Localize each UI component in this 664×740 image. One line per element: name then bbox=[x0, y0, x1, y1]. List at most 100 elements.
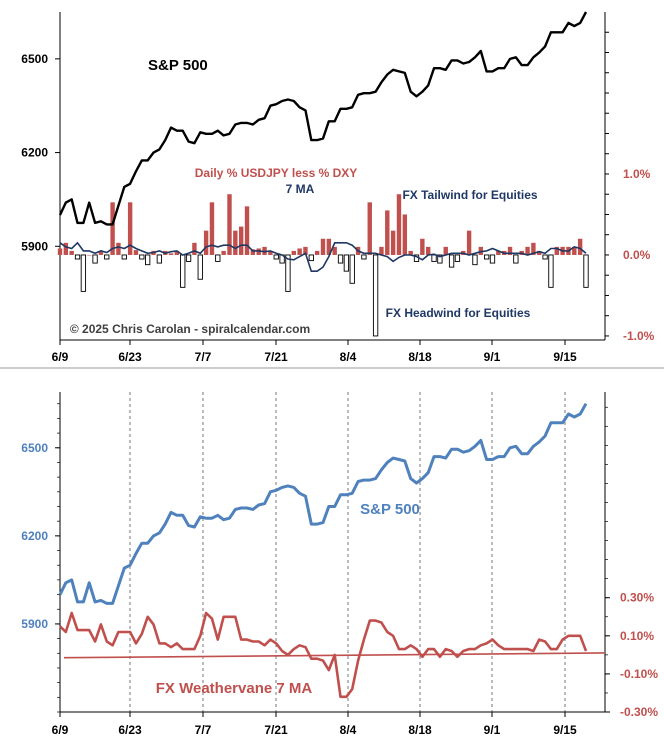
fx-bar bbox=[349, 254, 355, 284]
bottom-x-tick-label: 6/23 bbox=[118, 723, 142, 737]
top-x-tick-label: 7/21 bbox=[264, 350, 288, 364]
fx-bar bbox=[215, 254, 221, 262]
fx-bar bbox=[443, 246, 448, 255]
fx-bar bbox=[250, 249, 256, 255]
bottom-weathervane-line bbox=[59, 611, 588, 699]
fx-bar bbox=[525, 246, 530, 255]
top-x-tick-label: 9/15 bbox=[553, 350, 577, 364]
fx-bar bbox=[320, 238, 326, 255]
fx-bar bbox=[110, 202, 115, 255]
top-plot: 5900 6200 6500 1.0% 0.0% -1.0% 6/9 6/23 7/7 7/21 8… bbox=[21, 11, 655, 364]
fx-bar bbox=[121, 254, 127, 260]
fx-bar bbox=[454, 254, 461, 262]
fx-bar bbox=[291, 250, 296, 255]
bottom-weathervane-label: FX Weathervane 7 MA bbox=[156, 680, 313, 697]
fx-bar bbox=[87, 254, 92, 256]
fx-bar bbox=[396, 194, 402, 255]
fx-bar bbox=[127, 202, 133, 255]
fx-bar bbox=[542, 254, 548, 260]
fx-bar bbox=[361, 254, 367, 260]
fx-bar bbox=[104, 254, 110, 260]
bottom-spx-label: S&P 500 bbox=[360, 501, 420, 518]
bottom-x-tick-label: 7/7 bbox=[195, 723, 212, 737]
top-bars-title-line2: 7 MA bbox=[286, 182, 315, 196]
fx-bar bbox=[197, 254, 203, 280]
top-headwind-label: FX Headwind for Equities bbox=[386, 306, 531, 320]
fx-bar bbox=[472, 254, 478, 266]
bottom-x-tick-label: 8/18 bbox=[408, 723, 432, 737]
top-spx-title: S&P 500 bbox=[148, 57, 208, 74]
bottom-x-tick-label: 9/15 bbox=[553, 723, 577, 737]
fx-bar bbox=[168, 253, 174, 255]
top-panel: S&P 500 Daily % USDJPY less % DXY 7 MA F… bbox=[70, 57, 538, 336]
fx-bar bbox=[483, 254, 490, 260]
fx-bar bbox=[577, 238, 583, 255]
fx-bar bbox=[437, 254, 443, 264]
fx-bar bbox=[314, 250, 320, 255]
top-x-tick-label: 9/1 bbox=[484, 350, 501, 364]
fx-bar bbox=[116, 242, 121, 255]
fx-bar bbox=[233, 230, 238, 255]
fx-bar bbox=[408, 250, 413, 255]
bottom-left-tick-label: 6500 bbox=[21, 441, 48, 455]
fx-bar bbox=[192, 242, 197, 255]
bottom-spx-line bbox=[58, 402, 588, 605]
fx-bar bbox=[74, 254, 81, 260]
top-x-tick-label: 8/4 bbox=[340, 350, 357, 364]
top-copyright: © 2025 Chris Carolan - spiralcalendar.co… bbox=[70, 322, 310, 336]
fx-bar bbox=[372, 254, 379, 337]
fx-bar bbox=[531, 242, 536, 255]
bottom-x-tick-label: 7/21 bbox=[264, 723, 288, 737]
bottom-left-tick-label: 6200 bbox=[21, 529, 48, 543]
top-fx-ma-line bbox=[59, 241, 587, 273]
fx-bar bbox=[203, 230, 209, 255]
fx-bar bbox=[221, 250, 226, 255]
top-right-tick-label: -1.0% bbox=[623, 329, 655, 343]
bottom-left-tick-label: 5900 bbox=[21, 617, 48, 631]
bottom-plot: 5900 6200 6500 0.30% 0.10% -0.10% -0.30% 6/9 6/2… bbox=[21, 392, 658, 737]
fx-bar bbox=[92, 254, 98, 264]
fx-bar bbox=[180, 254, 186, 288]
fx-bar bbox=[145, 254, 151, 266]
top-x-tick-label: 8/18 bbox=[408, 350, 432, 364]
fx-bar bbox=[496, 250, 501, 255]
fx-bar bbox=[133, 250, 139, 255]
fx-bar bbox=[390, 230, 396, 255]
fx-bar bbox=[507, 246, 513, 255]
fx-bar bbox=[466, 230, 472, 255]
fx-bar bbox=[537, 250, 542, 255]
fx-bar bbox=[63, 242, 69, 255]
fx-bar bbox=[303, 246, 308, 255]
bottom-x-tick-label: 8/4 bbox=[340, 723, 357, 737]
top-left-tick-label: 6200 bbox=[21, 146, 48, 160]
top-right-tick-label: 0.0% bbox=[623, 248, 651, 262]
bottom-right-tick-label: 0.30% bbox=[620, 591, 654, 605]
top-fx-bars bbox=[57, 194, 589, 337]
fx-bar bbox=[548, 254, 554, 288]
top-x-tick-label: 6/9 bbox=[52, 350, 69, 364]
top-left-tick-label: 5900 bbox=[21, 239, 48, 253]
fx-bar bbox=[326, 238, 332, 255]
bottom-right-tick-label: -0.30% bbox=[620, 705, 658, 719]
fx-bar bbox=[385, 210, 390, 255]
fx-bar bbox=[273, 254, 279, 260]
fx-bar bbox=[238, 226, 244, 255]
fx-bar bbox=[431, 254, 437, 262]
top-x-tick-label: 6/23 bbox=[118, 350, 142, 364]
top-spx-line bbox=[58, 11, 588, 226]
fx-bar bbox=[379, 246, 384, 255]
fx-bar bbox=[332, 246, 337, 255]
top-tailwind-label: FX Tailwind for Equities bbox=[402, 188, 537, 202]
fx-bar bbox=[244, 206, 250, 255]
top-right-tick-label: 1.0% bbox=[623, 167, 651, 181]
fx-bar bbox=[308, 254, 314, 262]
fx-bar bbox=[156, 254, 163, 264]
fx-bar bbox=[57, 248, 63, 255]
fx-bar bbox=[448, 254, 455, 268]
top-x-tick-label: 7/7 bbox=[195, 350, 212, 364]
fx-bar bbox=[209, 202, 215, 255]
fx-bar bbox=[69, 250, 74, 255]
fx-bar bbox=[227, 194, 232, 255]
fx-bar bbox=[174, 250, 180, 255]
